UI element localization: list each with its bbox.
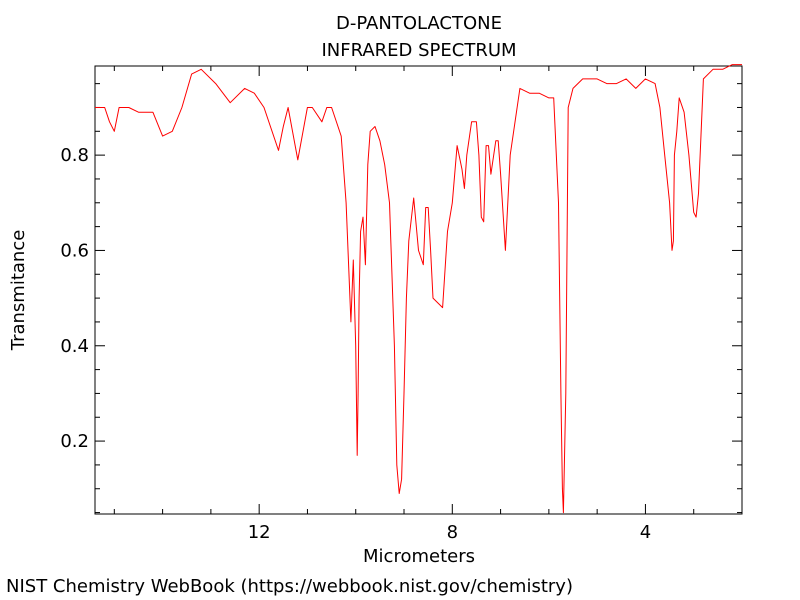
y-tick-label: 0.6 [60,240,89,261]
spectrum-line [95,64,742,514]
y-axis-label: Transmitance [8,230,29,352]
chart-subtitle: INFRARED SPECTRUM [321,40,516,61]
plot-frame [94,65,743,515]
chart-title: D-PANTOLACTONE [336,13,502,34]
y-tick-label: 0.2 [60,431,89,452]
x-tick-label: 12 [248,522,271,543]
x-axis-label: Micrometers [363,546,475,567]
x-tick-label: 4 [640,522,651,543]
source-footer: NIST Chemistry WebBook (https://webbook.… [6,576,573,597]
x-tick-label: 8 [447,522,458,543]
axis-tick-labels: 12 8 4 0.2 0.4 0.6 0.8 [60,145,651,543]
axis-ticks [95,66,743,514]
y-tick-label: 0.4 [60,336,89,357]
y-tick-label: 0.8 [60,145,89,166]
